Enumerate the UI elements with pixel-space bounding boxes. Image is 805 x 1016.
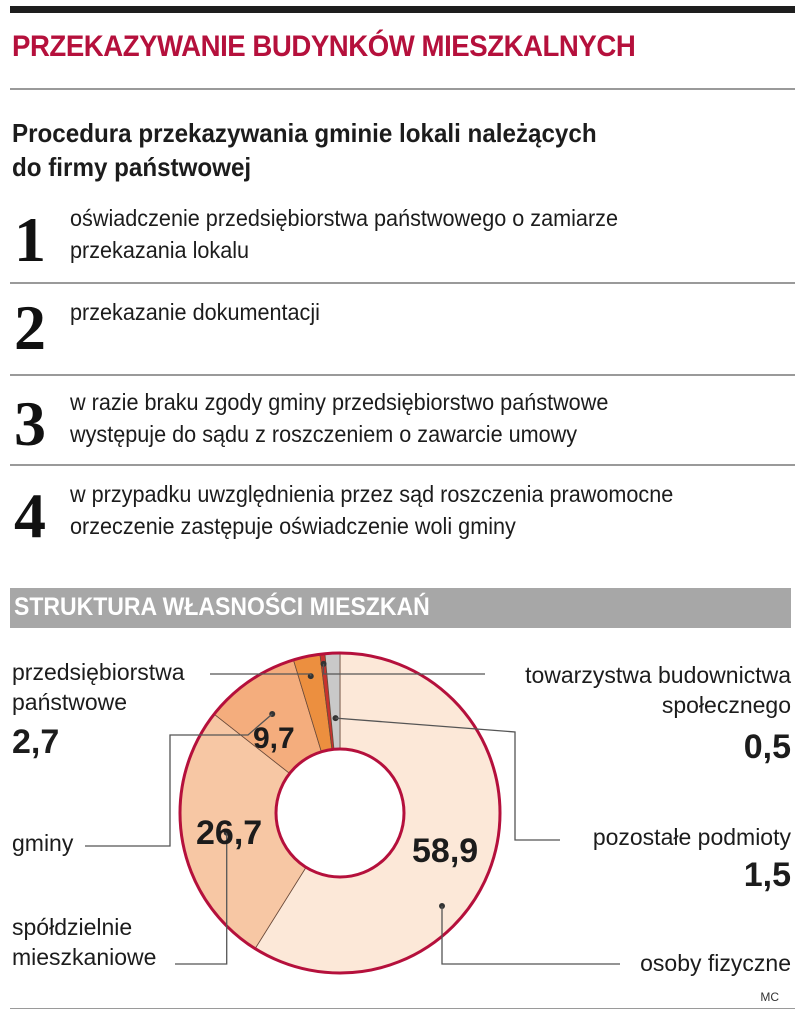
subtitle: Procedura przekazywania gminie lokali na…: [12, 116, 700, 184]
step-text-line: przekazania lokalu: [70, 237, 250, 263]
slice-label: państwowe: [12, 689, 128, 715]
step-text-line: oświadczenie przedsiębiorstwa państwoweg…: [70, 205, 618, 231]
divider: [10, 464, 795, 466]
divider: [10, 88, 795, 90]
slice-label: społecznego: [661, 692, 791, 718]
step-text: w razie braku zgody gminy przedsiębiorst…: [70, 386, 766, 450]
step-text: w przypadku uwzględnienia przez sąd rosz…: [70, 478, 766, 542]
step-number: 2: [14, 292, 46, 363]
step-text-line: występuje do sądu z roszczeniem o zawarc…: [70, 421, 578, 447]
section-bar: STRUKTURA WŁASNOŚCI MIESZKAŃ: [10, 588, 791, 628]
step-text: przekazanie dokumentacji: [70, 296, 766, 328]
slice-label: przedsiębiorstwa: [12, 659, 185, 685]
value-gminy: 9,7: [253, 722, 295, 755]
label-osoby: osoby fizyczne: [640, 950, 791, 976]
ring-outer: [178, 651, 502, 975]
step-text: oświadczenie przedsiębiorstwa państwoweg…: [70, 202, 766, 266]
step-text-line: przekazanie dokumentacji: [70, 299, 320, 325]
divider: [10, 374, 795, 376]
slice-label: mieszkaniowe: [12, 944, 157, 970]
main-title: PRZEKAZYWANIE BUDYNKÓW MIESZKALNYCH: [12, 30, 636, 63]
label-tbs: towarzystwa budownictwa społecznego: [525, 660, 791, 720]
step-number: 1: [14, 204, 46, 275]
subtitle-line: Procedura przekazywania gminie lokali na…: [12, 118, 597, 148]
leader-pozostale: [335, 717, 560, 841]
label-przedsiebiorstwa: przedsiębiorstwa państwowe: [12, 657, 185, 717]
leader-osoby: [441, 906, 620, 965]
step-text-line: w razie braku zgody gminy przedsiębiorst…: [70, 389, 609, 415]
label-spoldzielnie: spółdzielnie mieszkaniowe: [12, 912, 156, 972]
value-przedsiebiorstwa: 2,7: [12, 723, 60, 761]
step-number: 4: [14, 480, 46, 551]
ring-inner: [274, 747, 406, 879]
label-gminy: gminy: [12, 830, 74, 856]
value-osoby: 58,9: [412, 832, 479, 870]
credit: MC: [760, 990, 779, 1004]
value-tbs: 0,5: [743, 728, 791, 766]
value-pozostale: 1,5: [743, 856, 791, 894]
leader-gminy: [85, 713, 273, 847]
bottom-rule: [10, 1008, 795, 1009]
slice-label: towarzystwa budownictwa: [525, 662, 791, 688]
leader-spoldzielnie: [175, 832, 228, 965]
step-text-line: w przypadku uwzględnienia przez sąd rosz…: [70, 481, 674, 507]
subtitle-line: do firmy państwowej: [12, 152, 252, 182]
step-text-line: orzeczenie zastępuje oświadczenie woli g…: [70, 513, 516, 539]
section-title: STRUKTURA WŁASNOŚCI MIESZKAŃ: [14, 593, 430, 621]
leader-przedsiebiorstwa: [210, 673, 312, 677]
slice-label: spółdzielnie: [12, 914, 133, 940]
leader-tbs: [322, 663, 485, 675]
label-pozostale: pozostałe podmioty: [592, 824, 791, 850]
divider: [10, 282, 795, 284]
top-rule: [10, 6, 795, 13]
step-number: 3: [14, 388, 46, 459]
value-spoldzielnie: 26,7: [196, 814, 263, 852]
